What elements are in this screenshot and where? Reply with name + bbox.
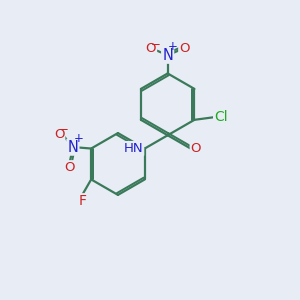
Text: O: O	[146, 42, 156, 55]
Text: HN: HN	[124, 142, 143, 155]
Text: +: +	[168, 40, 178, 53]
Text: F: F	[78, 194, 86, 208]
Text: Cl: Cl	[214, 110, 228, 124]
Text: −: −	[151, 38, 161, 51]
Text: O: O	[54, 128, 64, 141]
Text: O: O	[179, 42, 190, 55]
Text: −: −	[59, 123, 69, 136]
Text: N: N	[162, 48, 173, 63]
Text: N: N	[68, 140, 78, 154]
Text: +: +	[73, 132, 83, 145]
Text: O: O	[191, 142, 201, 155]
Text: O: O	[65, 161, 75, 174]
